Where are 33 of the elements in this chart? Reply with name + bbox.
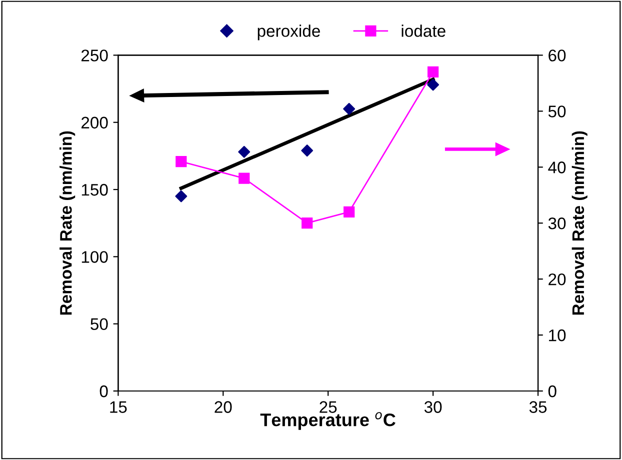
- y-axis-title: Removal Rate (nm/min): [60, 131, 76, 315]
- y-tick-label: 0: [100, 385, 108, 398]
- point: [301, 144, 314, 157]
- x-tick-label: 30: [424, 401, 442, 413]
- point: [343, 102, 356, 115]
- point: [428, 66, 439, 78]
- point: [176, 156, 187, 168]
- y-tick-label: 150: [82, 184, 108, 196]
- y2-tick-label: 30: [548, 218, 566, 230]
- x-tick-label: 15: [110, 401, 127, 413]
- y2-tick-label: 40: [548, 162, 566, 174]
- point: [302, 218, 313, 229]
- y-tick-label: 50: [90, 318, 108, 330]
- x-axis-title: Temperature $^{o}$C: [260, 412, 396, 430]
- y2-tick-label: 0: [548, 385, 556, 398]
- y2-tick-label: 20: [548, 273, 566, 286]
- legend-label: iodate: [402, 24, 446, 37]
- y2-tick-label: 50: [548, 106, 566, 118]
- y-tick-label: 200: [81, 116, 108, 129]
- point: [427, 78, 440, 91]
- legend-label: peroxide: [258, 24, 320, 40]
- y-tick-label: 100: [82, 251, 108, 263]
- point: [344, 206, 355, 218]
- x-tick-label: 35: [529, 401, 547, 413]
- point: [238, 146, 250, 158]
- y2-tick-label: 60: [548, 50, 566, 62]
- point: [175, 190, 188, 202]
- x-tick-label: 25: [320, 401, 337, 413]
- y-tick-label: 250: [81, 50, 108, 62]
- point: [238, 172, 250, 184]
- y2-axis-title: Removal Rate (nm/min): [572, 131, 588, 315]
- x-tick-label: 20: [214, 401, 232, 413]
- y2-tick-label: 10: [549, 329, 566, 342]
